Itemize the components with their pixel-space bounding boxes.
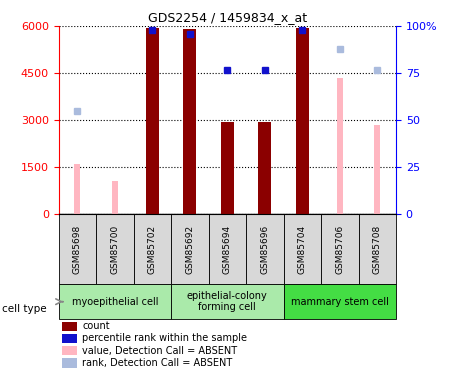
Bar: [374, 125, 380, 214]
Title: GDS2254 / 1459834_x_at: GDS2254 / 1459834_x_at: [148, 11, 307, 24]
Text: myoepithelial cell: myoepithelial cell: [72, 297, 158, 307]
FancyBboxPatch shape: [171, 284, 284, 319]
Text: GSM85704: GSM85704: [298, 225, 307, 274]
Bar: [112, 182, 117, 214]
FancyBboxPatch shape: [284, 214, 321, 284]
Bar: [62, 346, 77, 355]
Text: GSM85698: GSM85698: [73, 225, 82, 274]
Text: GSM85700: GSM85700: [110, 225, 119, 274]
Text: value, Detection Call = ABSENT: value, Detection Call = ABSENT: [82, 346, 237, 355]
Bar: [337, 78, 342, 214]
Text: GSM85708: GSM85708: [373, 225, 382, 274]
FancyBboxPatch shape: [246, 214, 284, 284]
Text: GSM85706: GSM85706: [335, 225, 344, 274]
Text: epithelial-colony
forming cell: epithelial-colony forming cell: [187, 291, 268, 312]
Text: mammary stem cell: mammary stem cell: [291, 297, 389, 307]
Bar: [220, 122, 234, 214]
Bar: [183, 29, 196, 214]
FancyBboxPatch shape: [58, 214, 96, 284]
FancyBboxPatch shape: [134, 214, 171, 284]
FancyBboxPatch shape: [284, 284, 396, 319]
Bar: [146, 28, 159, 214]
Bar: [258, 122, 271, 214]
FancyBboxPatch shape: [321, 214, 359, 284]
Text: GSM85702: GSM85702: [148, 225, 157, 274]
Bar: [296, 28, 309, 214]
FancyBboxPatch shape: [58, 284, 171, 319]
FancyBboxPatch shape: [171, 214, 208, 284]
Text: GSM85696: GSM85696: [260, 225, 269, 274]
Text: rank, Detection Call = ABSENT: rank, Detection Call = ABSENT: [82, 358, 232, 368]
Bar: [62, 321, 77, 331]
FancyBboxPatch shape: [208, 214, 246, 284]
FancyBboxPatch shape: [96, 214, 134, 284]
Text: GSM85692: GSM85692: [185, 225, 194, 274]
Bar: [62, 358, 77, 368]
Text: count: count: [82, 321, 110, 332]
FancyBboxPatch shape: [359, 214, 396, 284]
Bar: [74, 164, 80, 214]
Text: percentile rank within the sample: percentile rank within the sample: [82, 333, 247, 344]
Bar: [62, 334, 77, 344]
Text: GSM85694: GSM85694: [223, 225, 232, 274]
Text: cell type: cell type: [2, 304, 47, 314]
